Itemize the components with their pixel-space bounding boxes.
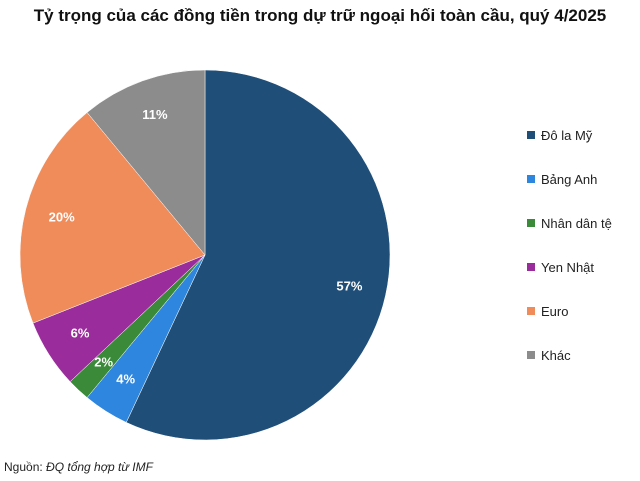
legend-label: Khác — [541, 347, 571, 363]
legend-swatch — [527, 351, 535, 359]
legend-item-euro: Euro — [527, 289, 612, 333]
chart-title: Tỷ trọng của các đồng tiền trong dự trữ … — [33, 6, 607, 25]
legend-item-bang-anh: Bảng Anh — [527, 157, 612, 201]
legend-item-nhan-dan-te: Nhân dân tệ — [527, 201, 612, 245]
pie-slice-euro — [19, 112, 206, 324]
slice-label-nhan-dan-te: 2% — [94, 354, 113, 369]
legend-swatch — [527, 175, 535, 183]
slice-label-yen-nhat: 6% — [71, 326, 90, 341]
legend-item-yen-nhat: Yen Nhật — [527, 245, 612, 289]
legend-item-khac: Khác — [527, 333, 612, 377]
legend-label: Yen Nhật — [541, 259, 595, 275]
legend-label: Nhân dân tệ — [541, 215, 612, 231]
slice-label-khac: 11% — [142, 107, 168, 122]
legend-swatch — [527, 307, 535, 315]
legend-item-do-la-my: Đô la Mỹ — [527, 113, 612, 157]
source-detail: ĐQ tổng hợp từ IMF — [46, 460, 153, 474]
slice-label-euro: 20% — [49, 210, 75, 225]
pie-slice-labels: 57% 4%2% 6% 20% 11% — [49, 107, 363, 386]
legend-swatch — [527, 131, 535, 139]
legend-swatch — [527, 219, 535, 227]
pie-slices — [19, 69, 391, 441]
legend-swatch — [527, 263, 535, 271]
chart-legend: Đô la Mỹ Bảng Anh Nhân dân tệ Yen Nhật Euro K… — [527, 113, 612, 377]
source-prefix: Nguồn: — [4, 460, 47, 474]
legend-label: Bảng Anh — [541, 171, 598, 187]
legend-label: Đô la Mỹ — [541, 127, 593, 143]
legend-label: Euro — [541, 303, 569, 319]
slice-label-bang-anh: 4% — [116, 371, 135, 386]
pie-slice-do-la-my — [125, 69, 391, 441]
pie-slice-khac — [86, 69, 206, 256]
slice-label-do-la-my: 57% — [336, 279, 362, 294]
source-note: Nguồn: ĐQ tổng hợp từ IMF — [4, 460, 153, 474]
